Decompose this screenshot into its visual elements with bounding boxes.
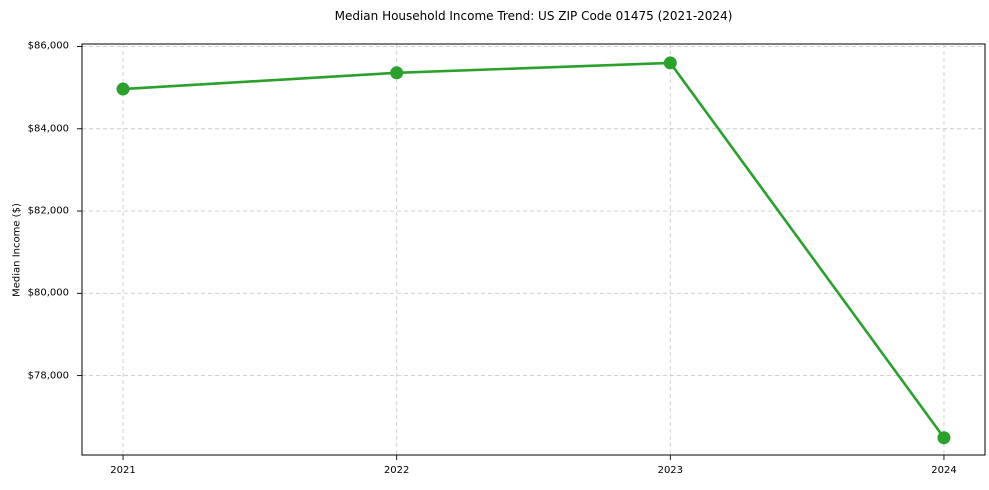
data-point-2024 — [937, 431, 951, 445]
x-tick-label: 2021 — [110, 465, 136, 476]
y-tick-label: $84,000 — [27, 123, 69, 135]
y-tick-label: $78,000 — [27, 370, 69, 382]
x-tick-label: 2022 — [383, 465, 410, 476]
chart-title: Median Household Income Trend: US ZIP Co… — [334, 9, 733, 23]
y-tick-label: $82,000 — [27, 205, 69, 217]
x-tick-label: 2024 — [931, 465, 957, 476]
plot-border — [81, 43, 986, 456]
x-tick-label: 2023 — [657, 465, 684, 476]
data-point-2022 — [390, 66, 404, 80]
data-point-2023 — [663, 56, 677, 70]
data-point-2021 — [116, 82, 130, 96]
y-tick-label: $86,000 — [27, 40, 69, 52]
y-tick-label: $80,000 — [27, 287, 69, 299]
trend-line — [121, 61, 946, 440]
